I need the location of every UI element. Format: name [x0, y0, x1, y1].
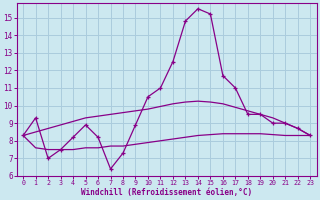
X-axis label: Windchill (Refroidissement éolien,°C): Windchill (Refroidissement éolien,°C) — [81, 188, 252, 197]
